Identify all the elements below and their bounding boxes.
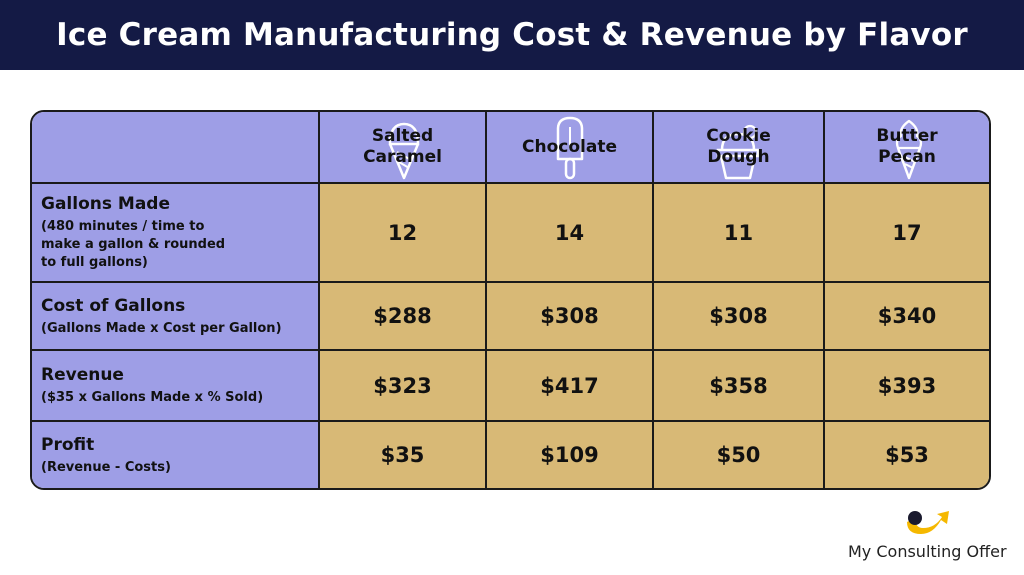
column-header-cookie-dough: Cookie Dough [654,112,825,184]
row-label-cost-of-gallons: Cost of Gallons (Gallons Made x Cost per… [32,283,320,351]
ice-cream-cone-icon [388,122,420,180]
ice-cream-cup-icon [716,124,760,180]
row-label-revenue: Revenue ($35 x Gallons Made x % Sold) [32,351,320,422]
table-cell: $109 [487,422,654,488]
table-cell: $393 [825,351,989,422]
table-cell: $358 [654,351,825,422]
table-cell: $50 [654,422,825,488]
table-cell: 11 [654,184,825,283]
table-cell: $323 [320,351,487,422]
column-header-label: Cookie Dough [706,126,771,167]
column-header-label: Chocolate [522,136,617,157]
row-label-sub: (Gallons Made x Cost per Gallon) [41,320,282,336]
row-label-sub: (480 minutes / time to make a gallon & ro… [41,219,226,270]
table-cell: $308 [487,283,654,351]
table-cell: 12 [320,184,487,283]
table-corner-cell [32,112,320,184]
brand-name: My Consulting Offer [848,542,1007,561]
row-label-gallons-made: Gallons Made (480 minutes / time to make … [32,184,320,283]
table-cell: 17 [825,184,989,283]
soft-serve-cone-icon [895,119,923,180]
table-cell: $288 [320,283,487,351]
table-cell: 14 [487,184,654,283]
arrow-swoosh-logo-icon [907,511,949,534]
page-title: Ice Cream Manufacturing Cost & Revenue b… [56,17,968,53]
popsicle-icon [556,116,584,180]
column-header-label: Butter Pecan [876,126,938,167]
row-label-sub: ($35 x Gallons Made x % Sold) [41,390,264,405]
column-header-salted-caramel: Salted Caramel [320,112,487,184]
row-label-sub: (Revenue - Costs) [41,459,171,475]
table-cell: $35 [320,422,487,488]
row-label-profit: Profit (Revenue - Costs) [32,422,320,488]
column-header-chocolate: Chocolate [487,112,654,184]
title-bar: Ice Cream Manufacturing Cost & Revenue b… [0,0,1024,70]
table-cell: $53 [825,422,989,488]
table-cell: $308 [654,283,825,351]
column-header-label: Salted Caramel [363,126,442,167]
table-cell: $340 [825,283,989,351]
table-cell: $417 [487,351,654,422]
column-header-butter-pecan: Butter Pecan [825,112,989,184]
cost-revenue-table: Salted Caramel Chocolate Cookie Dough [30,110,991,490]
